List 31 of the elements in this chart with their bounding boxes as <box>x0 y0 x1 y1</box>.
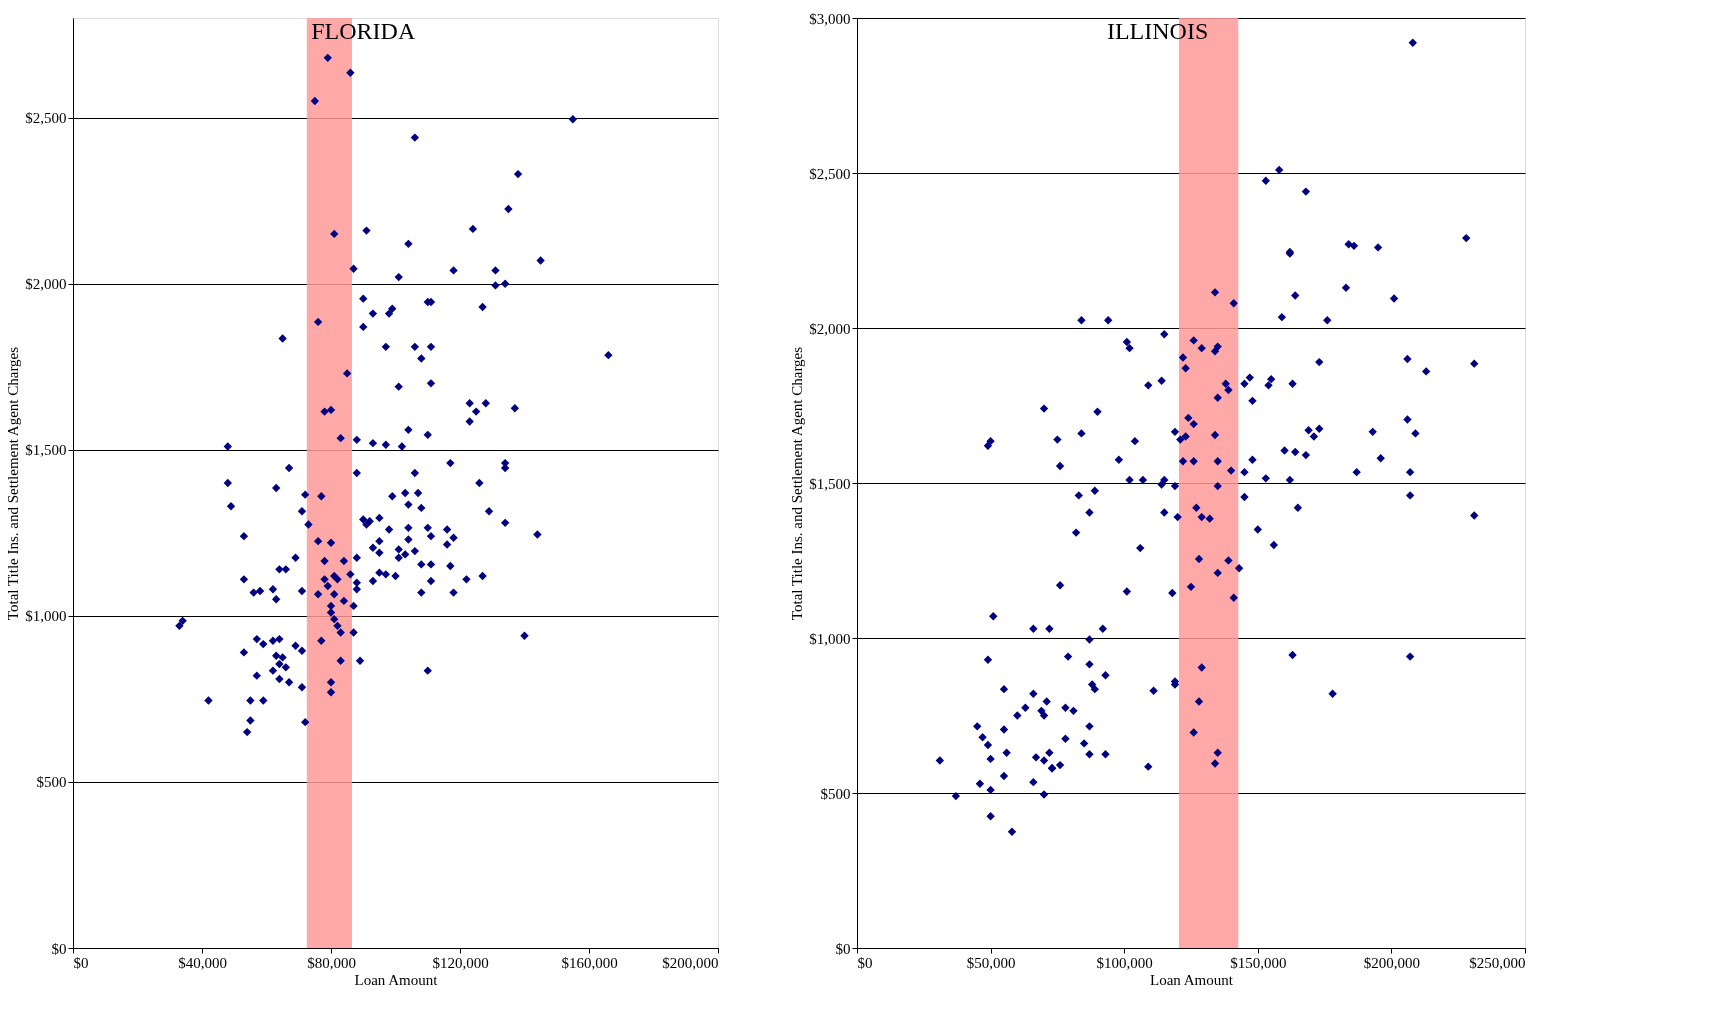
y-tick-label: $0 <box>835 940 851 957</box>
y-tick-label: $1,000 <box>809 630 851 647</box>
x-tick-label: $0 <box>73 954 89 971</box>
chart-title: ILLINOIS <box>1106 18 1209 44</box>
y-axis-title: Total Title Ins. and Settlement Agent Charges <box>5 346 22 621</box>
y-tick-label: $2,500 <box>809 165 851 182</box>
x-axis-title: Loan Amount <box>1150 971 1234 988</box>
x-axis-title: Loan Amount <box>354 971 439 988</box>
y-tick-label: $2,000 <box>25 276 67 293</box>
chart-title: FLORIDA <box>311 18 416 44</box>
x-tick-label: $250,000 <box>1469 954 1526 971</box>
y-tick-label: $0 <box>51 940 67 957</box>
y-tick-label: $2,000 <box>809 320 851 337</box>
x-tick-label: $120,000 <box>432 954 489 971</box>
x-tick-label: $150,000 <box>1230 954 1287 971</box>
y-axis-title: Total Title Ins. and Settlement Agent Charges <box>789 346 806 621</box>
x-tick-label: $200,000 <box>1363 954 1421 971</box>
x-tick-label: $50,000 <box>966 954 1016 971</box>
x-tick-label: $80,000 <box>307 954 356 971</box>
x-tick-label: $100,000 <box>1096 954 1153 971</box>
y-tick-label: $1,500 <box>25 442 67 459</box>
x-tick-label: $40,000 <box>178 954 227 971</box>
y-tick-label: $1,500 <box>809 475 851 492</box>
y-tick-label: $1,000 <box>25 608 67 625</box>
x-tick-label: $200,000 <box>662 954 719 971</box>
y-tick-label: $500 <box>36 774 67 791</box>
x-tick-label: $0 <box>857 954 873 971</box>
y-tick-label: $3,000 <box>809 10 851 27</box>
x-tick-label: $160,000 <box>561 954 618 971</box>
y-tick-label: $500 <box>820 785 851 802</box>
y-tick-label: $2,500 <box>25 110 67 127</box>
